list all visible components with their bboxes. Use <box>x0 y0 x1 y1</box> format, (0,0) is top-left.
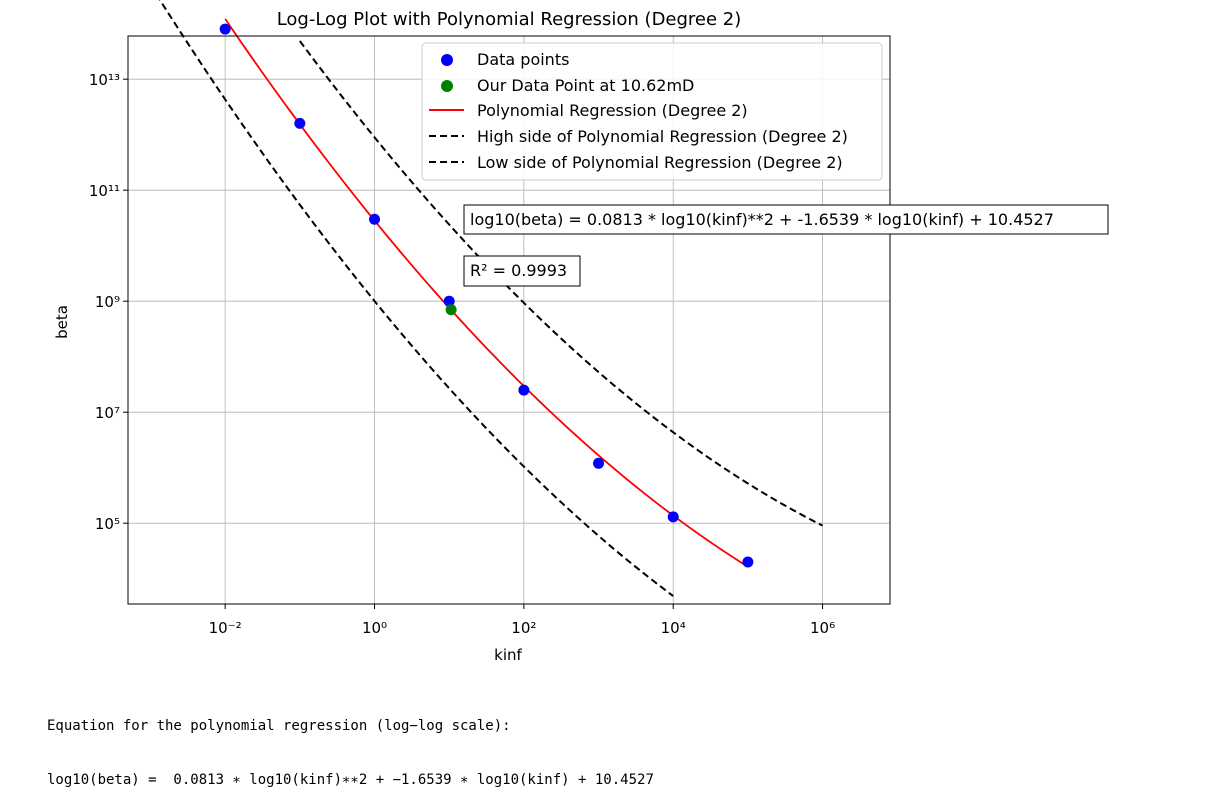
x-tick-label: 10⁴ <box>661 619 686 637</box>
data-point <box>294 117 306 129</box>
legend-label-data-points: Data points <box>477 50 569 69</box>
x-tick-label: 10⁻² <box>209 619 242 637</box>
r2-box: R² = 0.9993 <box>463 255 581 287</box>
data-points <box>219 23 754 568</box>
legend: Data points Our Data Point at 10.62mD Po… <box>421 42 883 181</box>
y-tick-label: 10¹¹ <box>89 182 120 200</box>
legend-label-regression: Polynomial Regression (Degree 2) <box>477 101 748 120</box>
output-line-1: Equation for the polynomial regression (… <box>47 718 511 734</box>
x-tick-label: 10² <box>511 619 536 637</box>
data-point <box>443 295 455 307</box>
data-point <box>667 511 679 523</box>
legend-label-high-side: High side of Polynomial Regression (Degr… <box>477 127 848 146</box>
x-tick-label: 10⁶ <box>810 619 835 637</box>
regression-line <box>224 18 749 568</box>
legend-marker-data-points <box>441 54 453 66</box>
r2-label: R² = 0.9993 <box>470 261 567 280</box>
data-point <box>518 384 530 396</box>
output-line-2: log10(beta) = 0.0813 ∗ log10(kinf)∗∗2 + … <box>47 772 654 788</box>
plot-area <box>158 0 824 597</box>
data-point <box>219 23 231 35</box>
low-side-line <box>158 0 674 597</box>
y-tick-label: 10⁷ <box>95 404 120 422</box>
legend-label-low-side: Low side of Polynomial Regression (Degre… <box>477 153 843 172</box>
data-point <box>593 457 605 469</box>
legend-marker-our-point <box>441 80 453 92</box>
equation-box-frame <box>463 204 1109 235</box>
y-axis-label: beta <box>53 305 71 339</box>
y-tick-label: 10⁵ <box>95 515 120 533</box>
x-axis-label: kinf <box>494 646 522 664</box>
chart-title: Log-Log Plot with Polynomial Regression … <box>277 9 742 30</box>
y-tick-label: 10¹³ <box>89 71 120 89</box>
equation-label: log10(beta) = 0.0813 * log10(kinf)**2 + … <box>470 210 1054 229</box>
console-output: Equation for the polynomial regression (… <box>47 681 654 807</box>
axis-ticks: 10⁻² 10⁰ 10² 10⁴ 10⁶ 10⁵ 10⁷ 10⁹ 10¹¹ 10¹³ <box>89 71 835 637</box>
equation-box: log10(beta) = 0.0813 * log10(kinf)**2 + … <box>463 204 1109 235</box>
plot-frame <box>127 35 891 605</box>
x-tick-label: 10⁰ <box>362 619 387 637</box>
chart: Log-Log Plot with Polynomial Regression … <box>53 0 1109 664</box>
data-point <box>369 213 381 225</box>
our-data-point <box>445 304 457 316</box>
legend-frame <box>421 42 883 181</box>
y-tick-label: 10⁹ <box>95 293 120 311</box>
high-side-line <box>299 40 824 527</box>
data-point <box>742 556 754 568</box>
legend-label-our-point: Our Data Point at 10.62mD <box>477 76 694 95</box>
r2-box-frame <box>463 255 581 287</box>
